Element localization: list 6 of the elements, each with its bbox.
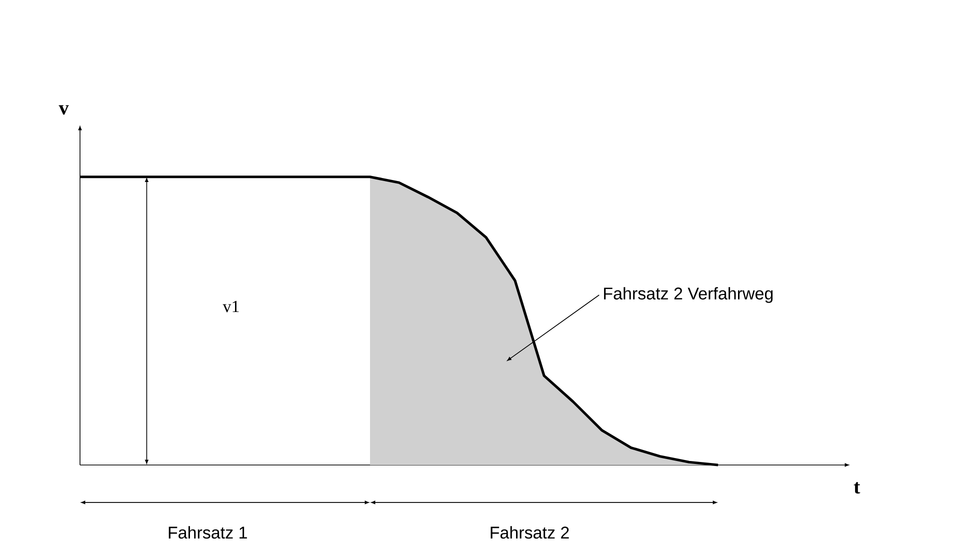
- annotation: Fahrsatz 2 Verfahrweg: [604, 287, 773, 303]
- annotation: v1: [222, 300, 239, 312]
- y-axis-title: v: [58, 105, 69, 115]
- text: Fahrsatz 2: [490, 526, 569, 539]
- x-axis-title: t: [854, 482, 860, 494]
- text: Fahrsatz 1: [168, 526, 247, 539]
